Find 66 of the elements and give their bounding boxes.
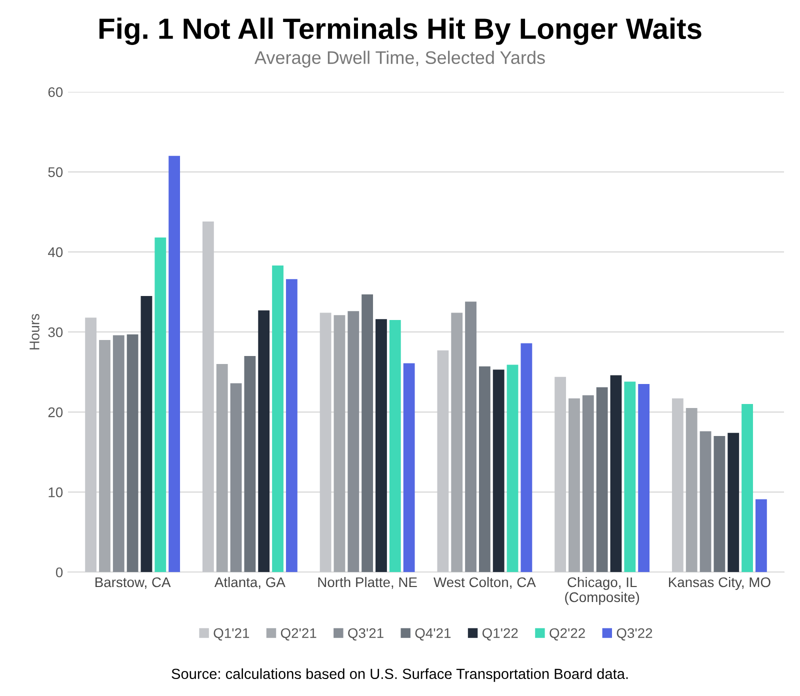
bar — [403, 363, 415, 572]
bar — [258, 310, 270, 572]
bar — [596, 387, 608, 572]
y-tick-label: 10 — [48, 487, 63, 498]
y-tick-label: 60 — [48, 87, 63, 98]
bar — [216, 364, 228, 572]
x-tick-label: North Platte, NE — [318, 576, 417, 589]
bar — [154, 238, 166, 572]
x-tick-label: Kansas City, MO — [669, 576, 770, 590]
bar — [638, 384, 650, 572]
y-tick-label: 20 — [48, 407, 63, 418]
legend-label: Q2'21 — [280, 628, 316, 641]
x-tick-label: Barstow, CA — [95, 577, 171, 589]
bar — [624, 382, 636, 572]
bar — [714, 436, 726, 572]
bar — [168, 156, 180, 572]
bar — [334, 315, 346, 572]
bar — [362, 294, 374, 572]
bar — [286, 279, 298, 572]
legend-label: Q1'22 — [482, 628, 518, 641]
bar — [112, 335, 124, 572]
y-tick-label: 50 — [48, 167, 63, 178]
bar — [672, 398, 684, 572]
bar — [686, 408, 698, 572]
bar — [568, 398, 580, 572]
bar — [728, 432, 740, 572]
x-tick-label: West Colton, CA — [434, 576, 536, 589]
source-note: Source: calculations based on U.S. Surface Transportation Board data. — [172, 668, 628, 682]
y-tick-label: 30 — [48, 327, 63, 338]
bar — [755, 499, 767, 572]
x-tick-label: Chicago, IL (Composite) — [565, 576, 640, 605]
legend-label: Q1'21 — [214, 628, 250, 641]
y-tick-label: 0 — [56, 567, 63, 578]
bar — [202, 222, 214, 572]
bar — [742, 404, 753, 572]
legend-label: Q2'22 — [550, 628, 585, 641]
bar — [140, 296, 152, 572]
bar — [465, 302, 476, 572]
y-tick-label: 40 — [48, 247, 63, 258]
bar — [492, 370, 504, 572]
bar — [244, 356, 256, 572]
chart-title: Fig. 1 Not All Terminals Hit By Longer Waits — [99, 18, 702, 45]
bar — [348, 311, 360, 572]
legend-label: Q3'21 — [348, 628, 384, 641]
bar — [437, 350, 449, 572]
legend-label: Q3'22 — [616, 628, 652, 641]
bar — [85, 318, 97, 572]
x-tick-label: Atlanta, GA — [214, 576, 286, 589]
chart-subtitle: Average Dwell Time, Selected Yards — [254, 50, 545, 68]
bar — [389, 320, 401, 572]
bar — [451, 312, 463, 572]
bar — [99, 340, 110, 572]
legend-label: Q4'21 — [415, 628, 451, 641]
bar — [478, 366, 490, 572]
bar — [126, 334, 138, 572]
bar — [272, 266, 284, 572]
bar — [520, 343, 532, 572]
bar — [554, 376, 566, 572]
bar — [376, 319, 387, 572]
bar — [506, 364, 518, 572]
bar — [582, 395, 594, 572]
bar — [700, 431, 712, 572]
bar — [320, 312, 332, 572]
bar — [230, 383, 242, 572]
y-axis-title: Hours — [30, 314, 40, 350]
bar — [610, 375, 622, 572]
